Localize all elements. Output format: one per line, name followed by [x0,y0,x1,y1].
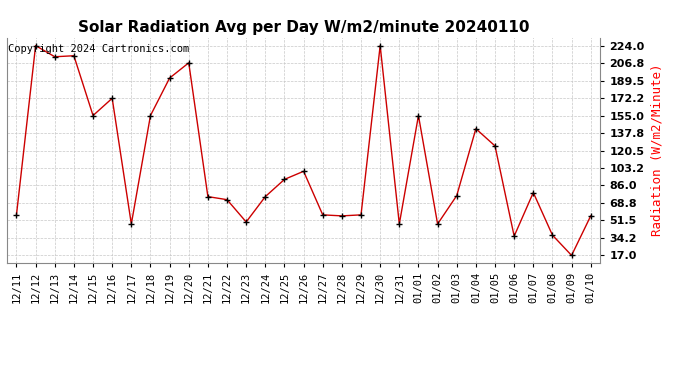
Y-axis label: Radiation (W/m2/Minute): Radiation (W/m2/Minute) [650,64,663,236]
Text: Copyright 2024 Cartronics.com: Copyright 2024 Cartronics.com [8,44,189,54]
Title: Solar Radiation Avg per Day W/m2/minute 20240110: Solar Radiation Avg per Day W/m2/minute … [78,20,529,35]
